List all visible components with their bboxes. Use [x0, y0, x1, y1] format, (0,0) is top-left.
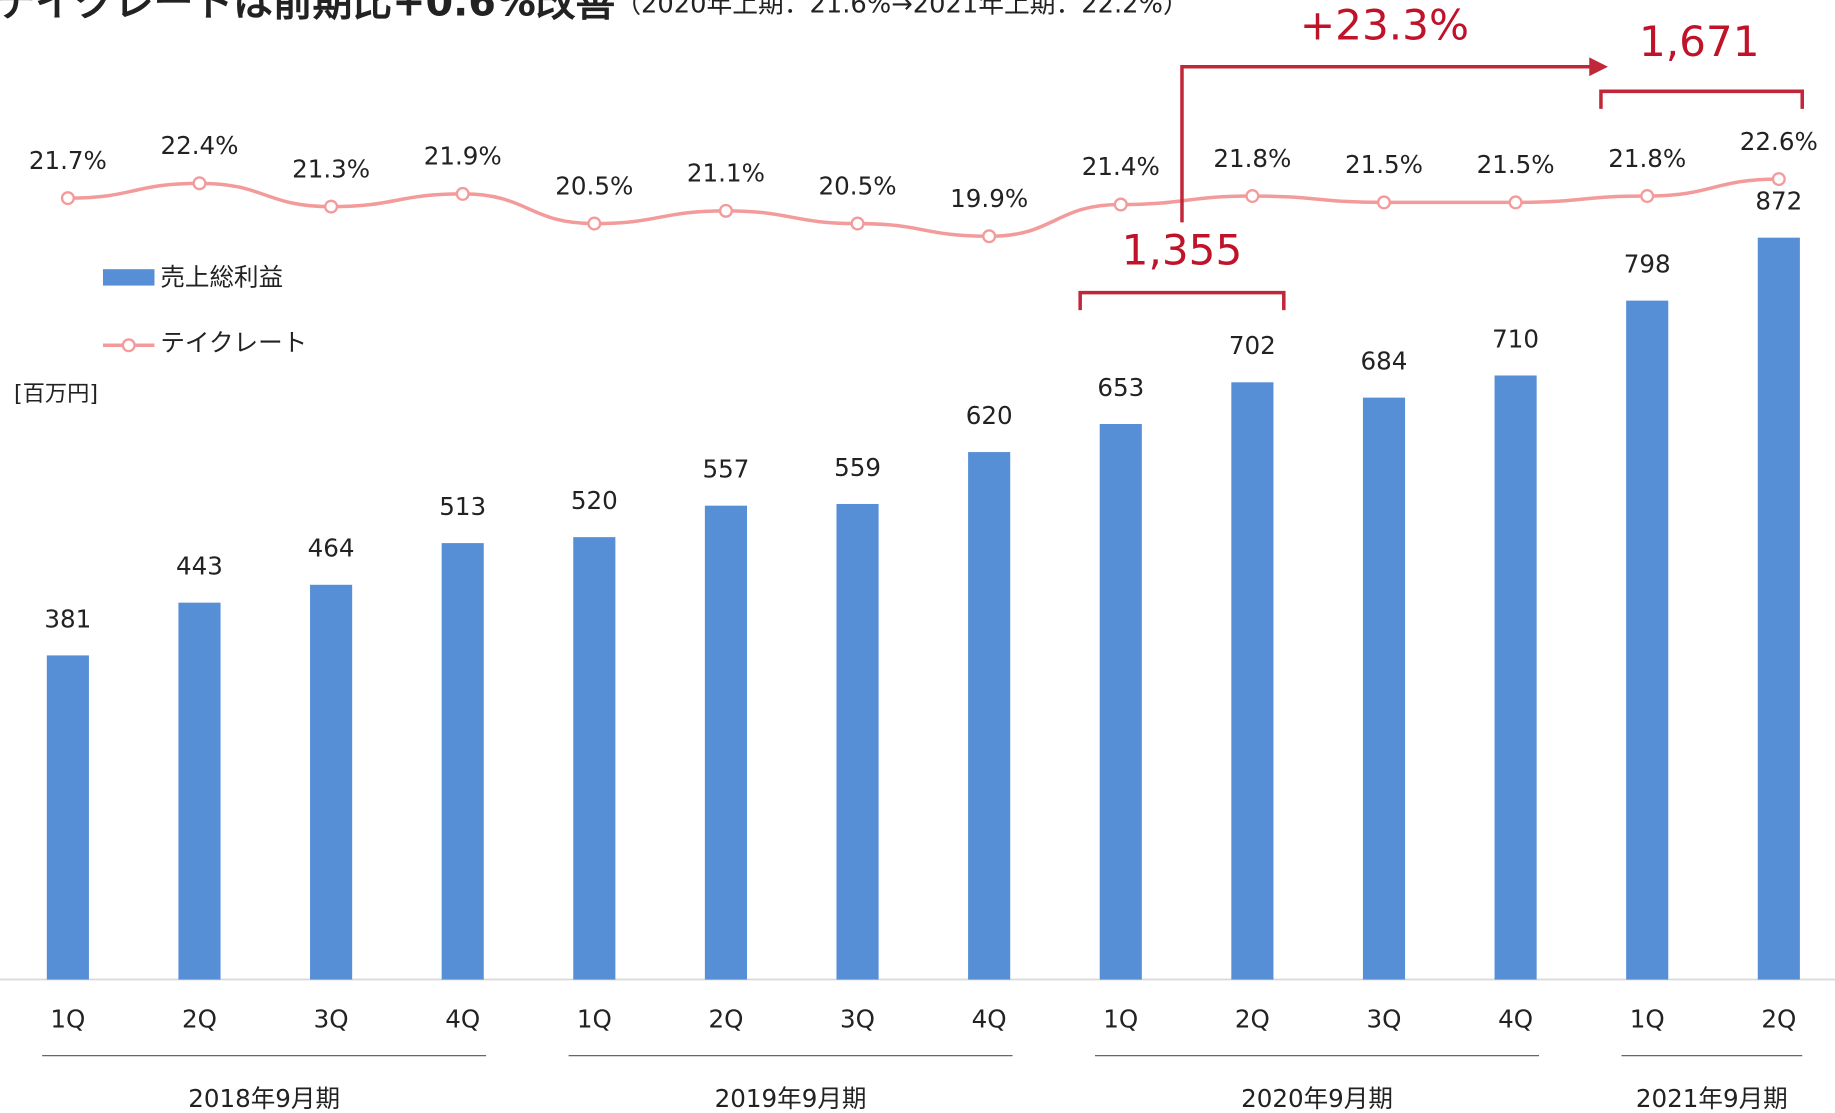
data-label: 21.4% [1082, 152, 1160, 181]
data-label: 702 [1229, 331, 1276, 360]
point [60, 191, 75, 206]
x-tick-label: 1Q [1103, 1005, 1138, 1034]
point [324, 199, 339, 214]
bracket [1078, 290, 1286, 311]
data-label: 21.8% [1213, 144, 1291, 173]
data-label: 464 [308, 534, 355, 563]
bar [1494, 375, 1537, 980]
x-tick-label: 2Q [708, 1005, 743, 1034]
point [1771, 172, 1786, 187]
bar [178, 602, 221, 980]
point [850, 216, 865, 231]
x-tick-label: 2Q [182, 1005, 217, 1034]
data-label: 443 [176, 552, 223, 581]
x-tick-label: 1Q [50, 1005, 85, 1034]
group-label: 2019年9月期 [715, 1084, 867, 1113]
x-tick-label: 3Q [840, 1005, 875, 1034]
bar [1757, 237, 1800, 980]
bar [573, 537, 616, 980]
data-label: 21.5% [1345, 150, 1423, 179]
data-label: 21.1% [687, 159, 765, 188]
point [1508, 195, 1523, 210]
bar [1231, 382, 1274, 980]
bar [1099, 423, 1142, 980]
data-label: 21.9% [424, 142, 502, 171]
group-label: 2018年9月期 [188, 1084, 340, 1113]
bar [836, 503, 879, 980]
chart-title: テイクレートは前期比+0.6%改善（2020年上期：21.6%→2021年上期：… [0, 0, 1189, 25]
data-label: 557 [702, 455, 749, 484]
annotation: +23.3% [1300, 1, 1469, 50]
data-label: 513 [439, 492, 486, 521]
data-label: 22.4% [160, 131, 238, 160]
data-label: 653 [1097, 373, 1144, 402]
data-label: 21.3% [292, 154, 370, 183]
data-label: 20.5% [819, 171, 897, 200]
subtitle: （2020年上期：21.6%→2021年上期：22.2%） [615, 0, 1188, 19]
data-label: 798 [1624, 250, 1671, 279]
data-label: 19.9% [950, 184, 1028, 213]
legend-swatch [121, 338, 136, 353]
bar [968, 452, 1011, 980]
point [455, 186, 470, 201]
data-label: 559 [834, 453, 881, 482]
x-tick-label: 2Q [1761, 1005, 1796, 1034]
data-label: 381 [44, 604, 91, 633]
group-label: 2021年9月期 [1636, 1084, 1788, 1113]
point [1640, 189, 1655, 204]
legend-label: テイクレート [160, 328, 307, 357]
data-label: 21.5% [1477, 150, 1555, 179]
data-label: 22.6% [1740, 127, 1818, 156]
bar [310, 584, 353, 980]
bar [1626, 300, 1669, 980]
data-label: 872 [1755, 187, 1802, 216]
point [718, 203, 733, 218]
x-tick-label: 4Q [972, 1005, 1007, 1034]
x-tick-label: 4Q [1498, 1005, 1533, 1034]
annotation: 1,671 [1639, 17, 1760, 66]
point [1245, 189, 1260, 204]
data-label: 620 [966, 401, 1013, 430]
point [587, 216, 602, 231]
point [1376, 195, 1392, 210]
title: テイクレートは前期比+0.6%改善 [0, 0, 615, 25]
group-label: 2020年9月期 [1241, 1084, 1393, 1113]
connector [1180, 64, 1592, 223]
bar [704, 505, 747, 980]
x-tick-label: 4Q [445, 1005, 480, 1034]
x-tick-label: 1Q [577, 1005, 612, 1034]
legend-label: 売上総利益 [160, 263, 283, 292]
data-label: 520 [571, 486, 618, 515]
x-tick-label: 3Q [1367, 1005, 1402, 1034]
line [67, 177, 1779, 239]
x-tick-label: 2Q [1235, 1005, 1270, 1034]
bar [441, 543, 484, 980]
bar [1362, 397, 1406, 980]
bar [46, 655, 89, 980]
annotation: 1,355 [1122, 225, 1243, 274]
data-label: 684 [1361, 347, 1408, 376]
y-label: [百万円] [14, 381, 98, 407]
x-tick-label: 1Q [1630, 1005, 1665, 1034]
x-tick-label: 3Q [314, 1005, 349, 1034]
arrow-head [1589, 57, 1608, 77]
point [1113, 197, 1128, 212]
data-label: 21.8% [1608, 144, 1686, 173]
point [192, 176, 207, 191]
data-label: 710 [1492, 324, 1539, 353]
legend-swatch [102, 269, 155, 286]
point [982, 229, 997, 244]
bracket [1599, 89, 1804, 109]
data-label: 20.5% [555, 171, 633, 200]
data-label: 21.7% [29, 146, 107, 175]
